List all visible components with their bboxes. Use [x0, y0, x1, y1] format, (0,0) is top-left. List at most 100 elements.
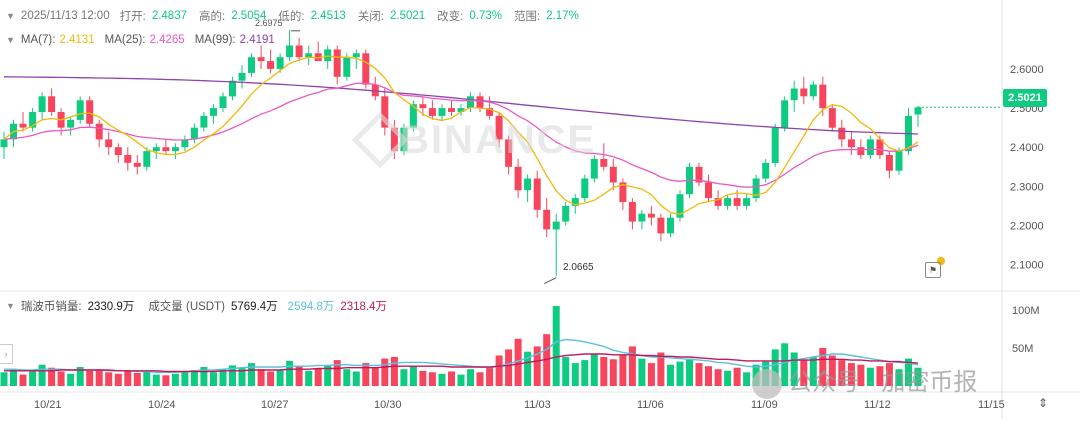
volume-bar[interactable] — [10, 369, 17, 386]
volume-bar[interactable] — [895, 369, 903, 386]
candle-body[interactable] — [609, 166, 617, 183]
volume-bar[interactable] — [86, 370, 94, 386]
candle-body[interactable] — [428, 108, 436, 116]
volume-bar[interactable] — [505, 349, 513, 386]
candle-body[interactable] — [771, 127, 779, 163]
candle-body[interactable] — [200, 115, 208, 128]
candle-body[interactable] — [819, 84, 827, 109]
volume-bar[interactable] — [533, 346, 541, 386]
candle-body[interactable] — [343, 57, 351, 77]
volume-bar[interactable] — [609, 359, 617, 386]
volume-bar[interactable] — [885, 363, 893, 386]
candle-body[interactable] — [619, 182, 627, 202]
candle-body[interactable] — [476, 96, 484, 108]
volume-bar[interactable] — [590, 354, 598, 386]
candle-body[interactable] — [352, 53, 360, 58]
volume-bar[interactable] — [638, 358, 646, 386]
volume-bar[interactable] — [676, 361, 684, 386]
volume-bar[interactable] — [390, 357, 398, 386]
candle-body[interactable] — [333, 49, 341, 77]
candle-body[interactable] — [885, 155, 893, 171]
volume-bar[interactable] — [628, 346, 636, 386]
volume-bar[interactable] — [790, 352, 798, 387]
volume-bar[interactable] — [76, 367, 84, 386]
volume-bar[interactable] — [600, 357, 608, 386]
volume-bar[interactable] — [828, 355, 836, 387]
volume-bar[interactable] — [400, 369, 408, 386]
volume-bar[interactable] — [419, 370, 427, 386]
volume-bar[interactable] — [819, 347, 827, 386]
candle-body[interactable] — [600, 159, 608, 167]
volume-bar[interactable] — [543, 334, 551, 386]
candle-body[interactable] — [876, 139, 884, 156]
volume-bar[interactable] — [771, 349, 779, 386]
volume-bar[interactable] — [67, 373, 75, 386]
candle-body[interactable] — [533, 178, 541, 210]
volume-bar[interactable] — [800, 359, 808, 386]
candle-body[interactable] — [657, 217, 665, 234]
candle-body[interactable] — [571, 198, 579, 206]
volume-bar[interactable] — [381, 358, 389, 386]
volume-bar[interactable] — [343, 369, 351, 386]
candle-body[interactable] — [505, 139, 513, 167]
candle-body[interactable] — [781, 100, 789, 128]
candle-body[interactable] — [229, 80, 236, 97]
collapse-triangle-icon[interactable]: ▼ — [6, 11, 15, 21]
candle-body[interactable] — [152, 147, 160, 152]
volume-bar[interactable] — [286, 360, 294, 386]
volume-bar[interactable] — [467, 369, 474, 386]
candle-body[interactable] — [19, 123, 27, 128]
candle-body[interactable] — [743, 198, 751, 206]
volume-bar[interactable] — [743, 372, 751, 386]
volume-bar[interactable] — [210, 372, 217, 386]
candle-body[interactable] — [162, 147, 170, 152]
candle-body[interactable] — [628, 202, 636, 222]
candle-body[interactable] — [276, 57, 284, 69]
candle-body[interactable] — [467, 96, 474, 108]
candle-body[interactable] — [438, 108, 446, 116]
candle-body[interactable] — [257, 57, 265, 62]
candle-body[interactable] — [647, 213, 655, 218]
candle-body[interactable] — [581, 178, 589, 199]
volume-bar[interactable] — [238, 367, 246, 386]
volume-bar[interactable] — [257, 369, 265, 386]
volume-bar[interactable] — [914, 367, 922, 386]
volume-bar[interactable] — [524, 351, 532, 386]
volume-bar[interactable] — [486, 367, 494, 386]
candle-body[interactable] — [171, 147, 179, 152]
candle-body[interactable] — [181, 139, 189, 148]
candle-body[interactable] — [400, 127, 408, 152]
candle-body[interactable] — [238, 72, 246, 81]
candle-body[interactable] — [210, 108, 217, 116]
collapse-triangle-icon[interactable]: ▼ — [6, 35, 15, 45]
volume-bar[interactable] — [514, 338, 522, 386]
volume-bar[interactable] — [457, 374, 465, 386]
candle-body[interactable] — [48, 96, 56, 112]
volume-bar[interactable] — [647, 363, 655, 386]
candle-body[interactable] — [409, 104, 417, 128]
volume-bar[interactable] — [219, 369, 227, 386]
candle-body[interactable] — [448, 108, 455, 112]
candle-body[interactable] — [809, 84, 817, 97]
volume-bar[interactable] — [562, 357, 570, 386]
volume-bar[interactable] — [409, 366, 417, 386]
candle-body[interactable] — [419, 104, 427, 109]
volume-bar[interactable] — [324, 365, 332, 386]
volume-bar[interactable] — [162, 375, 170, 386]
volume-bar[interactable] — [171, 373, 179, 386]
candle-body[interactable] — [0, 139, 8, 148]
volume-bar[interactable] — [95, 369, 103, 386]
candle-body[interactable] — [114, 147, 122, 155]
candle-body[interactable] — [638, 213, 646, 222]
volume-bar[interactable] — [114, 373, 122, 386]
candle-body[interactable] — [828, 108, 836, 128]
candle-body[interactable] — [552, 221, 560, 230]
candle-body[interactable] — [676, 194, 684, 218]
candle-body[interactable] — [724, 198, 732, 206]
volume-bar[interactable] — [143, 370, 151, 386]
candle-body[interactable] — [381, 96, 389, 128]
candle-body[interactable] — [143, 151, 151, 167]
volume-bar[interactable] — [190, 370, 198, 386]
